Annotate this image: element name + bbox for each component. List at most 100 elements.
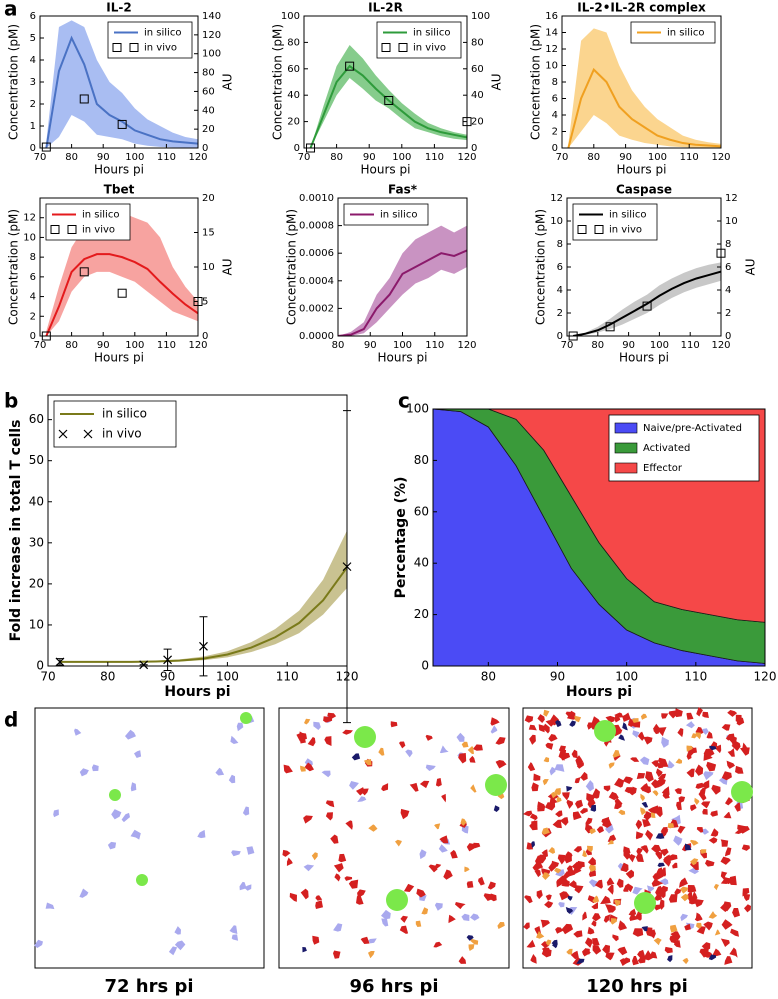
legend-label: in vivo <box>609 225 642 236</box>
cell <box>702 808 708 815</box>
cell <box>74 728 82 736</box>
marker <box>199 641 208 651</box>
cell <box>236 722 244 732</box>
cell <box>545 939 552 946</box>
cell <box>552 819 562 829</box>
cell <box>589 828 596 835</box>
cell <box>640 845 649 854</box>
cell <box>526 939 536 948</box>
cell <box>302 947 307 953</box>
cell-cluster <box>386 889 408 911</box>
cell <box>618 734 625 741</box>
y-tick-label: 6 <box>30 272 36 283</box>
cell <box>635 819 643 830</box>
cell <box>582 948 591 957</box>
y-tick-label: 100 <box>406 402 429 416</box>
cell <box>708 954 717 961</box>
cell <box>636 772 646 779</box>
y-tick-label: 80 <box>414 453 429 467</box>
legend-box <box>376 21 462 59</box>
cell <box>483 893 491 901</box>
x-tick-label: 120 <box>711 152 730 163</box>
cell <box>466 935 474 941</box>
line <box>567 67 721 148</box>
cell <box>586 793 595 802</box>
cell <box>125 729 136 740</box>
cell <box>537 714 545 723</box>
cell <box>439 745 449 754</box>
cell <box>469 755 476 763</box>
chart: 70 80 90 100 110 120024681012024681012Caspase… <box>534 183 758 365</box>
cell <box>657 889 666 899</box>
y-tick-label: 40 <box>29 494 44 508</box>
x-tick-label: 90 <box>160 670 175 684</box>
cell <box>572 811 582 821</box>
legend-label: in vivo <box>413 43 446 54</box>
cell <box>543 709 550 717</box>
cell <box>587 926 595 935</box>
cell <box>242 806 250 816</box>
cell <box>607 834 617 842</box>
cell <box>742 888 750 897</box>
cell <box>650 812 656 818</box>
cell <box>596 826 604 834</box>
y2-tick-label: 120 <box>202 30 221 41</box>
cell <box>107 841 117 850</box>
legend-label: Naive/pre-Activated <box>643 423 742 434</box>
y2-tick-label: 40 <box>202 105 215 116</box>
cell <box>654 904 662 911</box>
y2-tick-label: 60 <box>202 86 215 97</box>
cell <box>542 872 550 880</box>
y2-tick-label: 5 <box>202 297 208 308</box>
legend-swatch <box>398 43 408 52</box>
cell <box>679 877 688 888</box>
cell <box>721 724 731 731</box>
cell <box>472 842 481 849</box>
x-axis-label: Hours pi <box>378 351 428 365</box>
y2-axis-label: AU <box>221 259 235 276</box>
cell <box>674 940 681 948</box>
cell <box>548 847 556 854</box>
y2-tick-label: 80 <box>202 68 215 79</box>
cell <box>667 854 678 861</box>
x-tick-label: 80 <box>332 340 345 351</box>
cell <box>639 756 650 765</box>
x-tick-label: 90 <box>363 152 376 163</box>
legend-swatch <box>58 429 68 439</box>
cell <box>585 937 593 948</box>
cell <box>651 760 659 768</box>
cell <box>561 879 570 887</box>
cell <box>625 869 634 879</box>
cell <box>594 879 603 889</box>
plot-frame <box>47 394 348 667</box>
line <box>45 253 198 336</box>
cell <box>667 823 675 829</box>
cell <box>551 939 558 947</box>
legend-box <box>343 203 429 226</box>
cell <box>569 720 576 727</box>
cell <box>680 893 689 902</box>
chart: 70 80 90 100 110 120 0 2 4 6 8 10 12 14 16 IL-2•IL-2R c… <box>529 1 731 177</box>
cell <box>531 820 538 829</box>
cell <box>610 918 618 925</box>
cell <box>558 902 565 908</box>
line <box>45 35 198 148</box>
cell <box>671 814 681 825</box>
cell <box>435 778 442 787</box>
y2-tick-label: 40 <box>471 90 484 101</box>
cell <box>531 841 535 849</box>
cell <box>674 888 682 896</box>
cell <box>461 913 470 921</box>
panel-label: c <box>398 389 410 413</box>
cell <box>548 734 558 742</box>
cell <box>709 745 717 751</box>
cell <box>562 792 570 801</box>
panel-label: b <box>4 389 18 413</box>
x-tick-label: 80 <box>481 670 496 684</box>
y-tick-label: 0 <box>552 143 558 154</box>
cell <box>618 809 626 815</box>
cell <box>614 899 621 907</box>
cell <box>286 857 293 866</box>
cell <box>643 811 652 820</box>
cell <box>608 904 616 913</box>
